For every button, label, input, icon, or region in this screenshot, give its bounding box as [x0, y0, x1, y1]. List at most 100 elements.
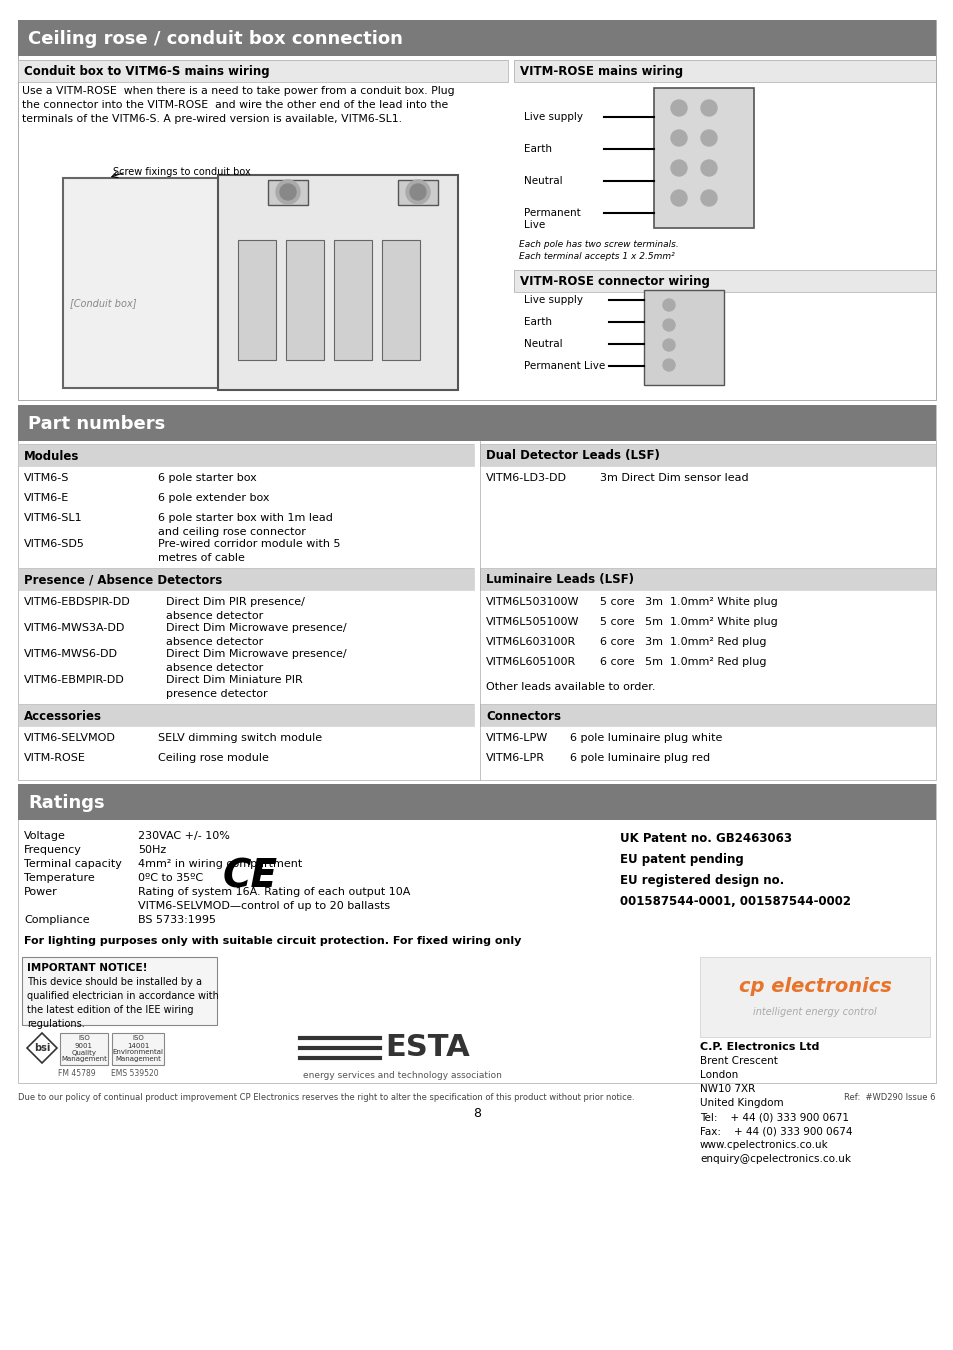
Text: intelligent energy control: intelligent energy control [752, 1007, 876, 1017]
Text: 230VAC +/- 10%: 230VAC +/- 10% [138, 832, 230, 841]
Text: Ratings: Ratings [28, 794, 105, 811]
Text: 50Hz: 50Hz [138, 845, 166, 855]
Bar [514, 270, 935, 292]
Text: Permanent Live: Permanent Live [523, 360, 604, 371]
Text: Each pole has two screw terminals.: Each pole has two screw terminals. [518, 240, 678, 248]
Circle shape [662, 359, 675, 371]
Bar [18, 405, 935, 780]
Text: 6 pole starter box: 6 pole starter box [158, 472, 256, 483]
Text: 4mm² in wiring compartment: 4mm² in wiring compartment [138, 859, 302, 869]
Text: Direct Dim Miniature PIR: Direct Dim Miniature PIR [166, 675, 302, 684]
Text: 3m Direct Dim sensor lead: 3m Direct Dim sensor lead [599, 472, 748, 483]
Bar [18, 784, 935, 819]
Circle shape [275, 180, 299, 204]
Text: VITM6-MWS3A-DD: VITM6-MWS3A-DD [24, 622, 125, 633]
Text: VITM6-LPR: VITM6-LPR [485, 753, 544, 763]
Text: C.P. Electronics Ltd: C.P. Electronics Ltd [700, 1042, 819, 1052]
Text: VITM6-SELVMOD: VITM6-SELVMOD [24, 733, 115, 743]
Text: Dual Detector Leads (LSF): Dual Detector Leads (LSF) [485, 450, 659, 463]
Text: Due to our policy of continual product improvement CP Electronics reserves the r: Due to our policy of continual product i… [18, 1094, 634, 1102]
Text: Permanent
Live: Permanent Live [523, 208, 580, 230]
Circle shape [670, 100, 686, 116]
Circle shape [662, 319, 675, 331]
Bar [18, 568, 474, 590]
Text: bsi: bsi [33, 1044, 51, 1053]
Text: Ceiling rose / conduit box connection: Ceiling rose / conduit box connection [28, 30, 402, 49]
Text: 6 core   3m  1.0mm² Red plug: 6 core 3m 1.0mm² Red plug [599, 637, 765, 647]
Text: Live supply: Live supply [523, 112, 582, 122]
Text: 6 core   5m  1.0mm² Red plug: 6 core 5m 1.0mm² Red plug [599, 657, 765, 667]
Text: VITM6-E: VITM6-E [24, 493, 70, 504]
Text: and ceiling rose connector: and ceiling rose connector [158, 526, 306, 537]
Circle shape [662, 339, 675, 351]
Text: Presence / Absence Detectors: Presence / Absence Detectors [24, 574, 222, 586]
Text: VITM6-SD5: VITM6-SD5 [24, 539, 85, 549]
Text: IMPORTANT NOTICE!: IMPORTANT NOTICE! [27, 963, 148, 973]
Text: Connectors: Connectors [485, 710, 560, 722]
Text: ESTA: ESTA [385, 1034, 469, 1062]
Bar [237, 240, 275, 360]
Text: Ceiling rose module: Ceiling rose module [158, 753, 269, 763]
Text: 6 pole extender box: 6 pole extender box [158, 493, 269, 504]
Bar [381, 240, 419, 360]
Text: Direct Dim PIR presence/: Direct Dim PIR presence/ [166, 597, 305, 608]
Circle shape [410, 184, 426, 200]
Text: energy services and technology association: energy services and technology associati… [303, 1071, 501, 1080]
Text: VITM6-EBMPIR-DD: VITM6-EBMPIR-DD [24, 675, 125, 684]
Text: BS 5733:1995: BS 5733:1995 [138, 915, 215, 925]
Bar [479, 444, 935, 466]
Text: VITM6L505100W: VITM6L505100W [485, 617, 578, 626]
Text: Earth: Earth [523, 317, 552, 327]
Text: absence detector: absence detector [166, 612, 263, 621]
Text: FM 45789: FM 45789 [58, 1069, 95, 1079]
Text: Temperature: Temperature [24, 873, 94, 883]
Text: 6 pole starter box with 1m lead: 6 pole starter box with 1m lead [158, 513, 333, 522]
Text: Compliance: Compliance [24, 915, 90, 925]
Bar [479, 568, 935, 590]
Bar [60, 1033, 108, 1065]
Text: Live supply: Live supply [523, 296, 582, 305]
Circle shape [280, 184, 295, 200]
Text: 6 pole luminaire plug red: 6 pole luminaire plug red [569, 753, 709, 763]
Text: VITM6L603100R: VITM6L603100R [485, 637, 576, 647]
Text: Direct Dim Microwave presence/: Direct Dim Microwave presence/ [166, 622, 346, 633]
Text: VITM6L503100W: VITM6L503100W [485, 597, 578, 608]
Circle shape [700, 100, 717, 116]
Bar [514, 270, 935, 292]
Bar [643, 290, 723, 385]
Circle shape [670, 190, 686, 207]
Bar [18, 59, 507, 82]
Text: 5 core   5m  1.0mm² White plug: 5 core 5m 1.0mm² White plug [599, 617, 777, 626]
Text: Each terminal accepts 1 x 2.5mm²: Each terminal accepts 1 x 2.5mm² [518, 252, 674, 261]
Circle shape [700, 161, 717, 176]
Text: CE: CE [222, 859, 277, 896]
Text: For lighting purposes only with suitable circuit protection. For fixed wiring on: For lighting purposes only with suitable… [24, 936, 521, 946]
Bar [22, 957, 216, 1025]
Bar [18, 444, 474, 466]
Circle shape [700, 130, 717, 146]
Text: Neutral: Neutral [523, 176, 562, 186]
Bar [479, 703, 935, 726]
Circle shape [670, 161, 686, 176]
Text: Luminaire Leads (LSF): Luminaire Leads (LSF) [485, 574, 634, 586]
Bar [18, 59, 507, 82]
Text: Brent Crescent
London
NW10 7XR
United Kingdom
Tel:    + 44 (0) 333 900 0671
Fax:: Brent Crescent London NW10 7XR United Ki… [700, 1056, 852, 1164]
Bar [18, 20, 935, 400]
Bar [479, 568, 935, 590]
Text: VITM-ROSE: VITM-ROSE [24, 753, 86, 763]
Bar [268, 180, 308, 205]
Text: Part numbers: Part numbers [28, 414, 165, 433]
Bar [479, 444, 935, 466]
Text: [Conduit box]: [Conduit box] [70, 298, 136, 308]
Bar [334, 240, 372, 360]
Text: VITM6L605100R: VITM6L605100R [485, 657, 576, 667]
Text: Conduit box to VITM6-S mains wiring: Conduit box to VITM6-S mains wiring [24, 66, 270, 78]
Bar [18, 784, 935, 1083]
Text: Power: Power [24, 887, 58, 896]
Text: VITM-ROSE mains wiring: VITM-ROSE mains wiring [519, 66, 682, 78]
Text: 0ºC to 35ºC: 0ºC to 35ºC [138, 873, 203, 883]
Bar [18, 703, 474, 726]
Text: SELV dimming switch module: SELV dimming switch module [158, 733, 322, 743]
Text: absence detector: absence detector [166, 663, 263, 674]
Text: Terminal capacity: Terminal capacity [24, 859, 122, 869]
